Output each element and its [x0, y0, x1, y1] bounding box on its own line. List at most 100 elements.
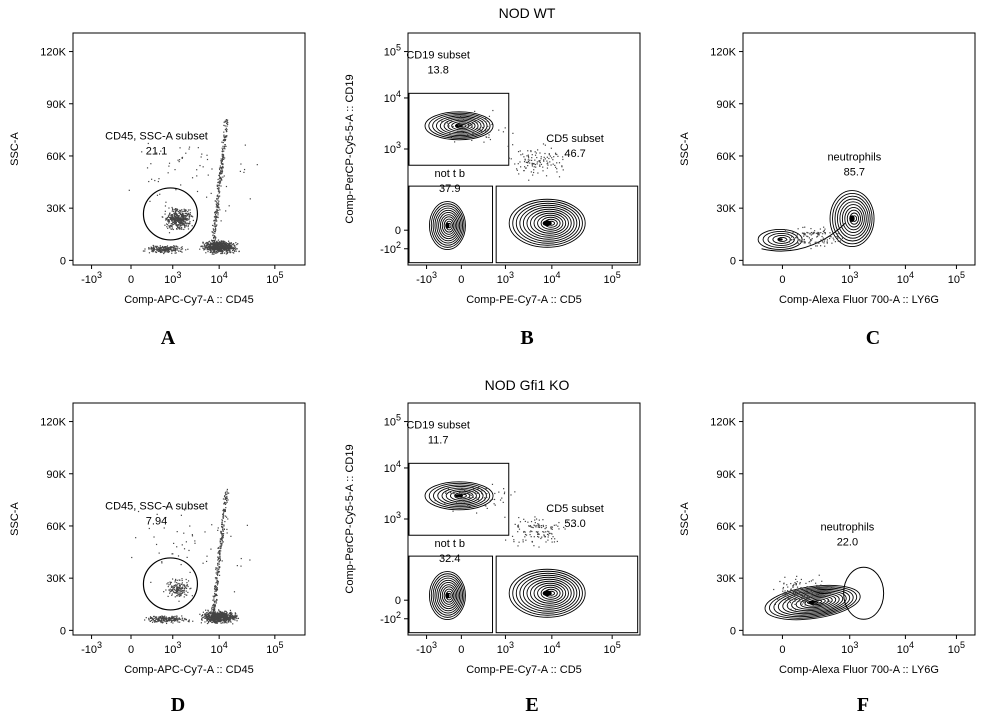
y-tick-label: 120K	[710, 47, 736, 59]
event-dots	[223, 503, 226, 505]
event-dots	[218, 574, 221, 576]
x-tick-label: 104	[211, 270, 228, 286]
event-dots	[221, 150, 224, 152]
event-dots	[213, 242, 215, 245]
event-dots	[216, 210, 218, 212]
x-tick-label: -103	[81, 640, 102, 656]
event-dots	[222, 541, 224, 543]
event-dots	[216, 205, 218, 207]
event-dots	[504, 510, 573, 548]
event-dots	[224, 157, 226, 159]
event-dots	[221, 141, 223, 143]
event-dots	[142, 244, 189, 255]
event-dots	[222, 533, 225, 535]
event-dots	[212, 228, 214, 230]
event-dots	[221, 540, 223, 542]
plot-frame	[742, 402, 976, 636]
event-dots	[214, 608, 216, 611]
event-dots	[213, 609, 215, 611]
event-dots	[220, 533, 223, 535]
event-dots	[225, 121, 227, 123]
gate-percent-label: 11.7	[428, 435, 449, 447]
event-dots	[215, 586, 217, 588]
event-dots	[227, 492, 229, 494]
x-tick-label: 105	[604, 270, 621, 286]
plot-frame	[72, 32, 306, 266]
x-axis-label: Comp-Alexa Fluor 700-A :: LY6G	[779, 294, 939, 306]
event-dots	[224, 515, 227, 517]
event-dots	[221, 523, 223, 525]
event-dots	[225, 135, 227, 137]
event-dots	[217, 212, 219, 214]
event-dots	[215, 594, 217, 596]
event-dots	[214, 212, 216, 214]
y-tick-label: 0	[60, 625, 66, 637]
y-tick-label: 60K	[716, 521, 736, 533]
event-dots	[216, 208, 218, 210]
contour-cd5-core	[542, 590, 552, 597]
event-dots	[225, 502, 227, 504]
event-dots	[220, 167, 223, 169]
event-dots	[222, 513, 225, 515]
event-dots	[221, 155, 223, 157]
event-dots	[220, 178, 223, 180]
event-dots	[223, 525, 225, 527]
event-dots	[219, 550, 221, 552]
event-dots	[214, 605, 217, 607]
event-dots	[507, 143, 566, 181]
event-dots	[213, 613, 215, 615]
x-tick-label: 0	[779, 274, 785, 286]
event-dots	[212, 613, 214, 615]
event-dots	[223, 503, 225, 505]
event-dots	[226, 125, 228, 127]
event-dots	[215, 216, 218, 219]
y-tick-label: 90K	[46, 99, 66, 111]
event-dots	[225, 129, 228, 132]
y-axis-label: SSC-A	[679, 502, 691, 536]
contour-neutrophils	[829, 190, 875, 248]
event-dots	[217, 199, 219, 201]
event-dots	[224, 140, 226, 142]
event-dots	[217, 204, 219, 206]
event-dots	[216, 599, 218, 601]
x-tick-label: 103	[497, 270, 514, 286]
event-dots	[220, 545, 222, 548]
event-dots	[214, 594, 216, 596]
gate-name-label: not t b	[434, 538, 465, 550]
gate-name-label: not t b	[434, 168, 465, 180]
event-dots	[221, 538, 223, 540]
contour-cd19	[424, 481, 494, 511]
gate-rect-not-t-b	[408, 185, 494, 264]
event-dots	[219, 557, 221, 559]
event-dots	[215, 217, 217, 219]
x-tick-label: 103	[164, 270, 181, 286]
event-dots	[219, 556, 221, 558]
event-dots	[211, 239, 213, 241]
gate-percent-label: 7.94	[146, 516, 167, 528]
event-dots	[214, 243, 216, 245]
contour-low-population-core	[777, 238, 783, 241]
event-dots	[223, 138, 225, 141]
event-dots	[217, 581, 219, 583]
event-dots	[223, 146, 226, 148]
event-dots	[224, 138, 227, 141]
gate-ellipse	[142, 187, 199, 241]
event-dots	[226, 497, 228, 500]
event-dots	[217, 573, 219, 575]
x-tick-label: 104	[543, 270, 560, 286]
event-dots	[219, 555, 221, 557]
event-dots	[216, 195, 218, 197]
event-dots	[216, 579, 218, 581]
x-tick-label: 103	[164, 640, 181, 656]
event-dots	[217, 571, 219, 574]
event-dots	[215, 602, 218, 604]
event-dots	[224, 497, 227, 500]
event-dots	[217, 574, 219, 576]
event-dots	[226, 497, 228, 499]
event-dots	[218, 563, 220, 565]
event-dots	[217, 184, 219, 186]
gate-rect-not-t-b	[408, 555, 494, 634]
event-dots	[214, 592, 216, 595]
event-dots	[216, 577, 218, 579]
event-dots	[214, 238, 216, 240]
